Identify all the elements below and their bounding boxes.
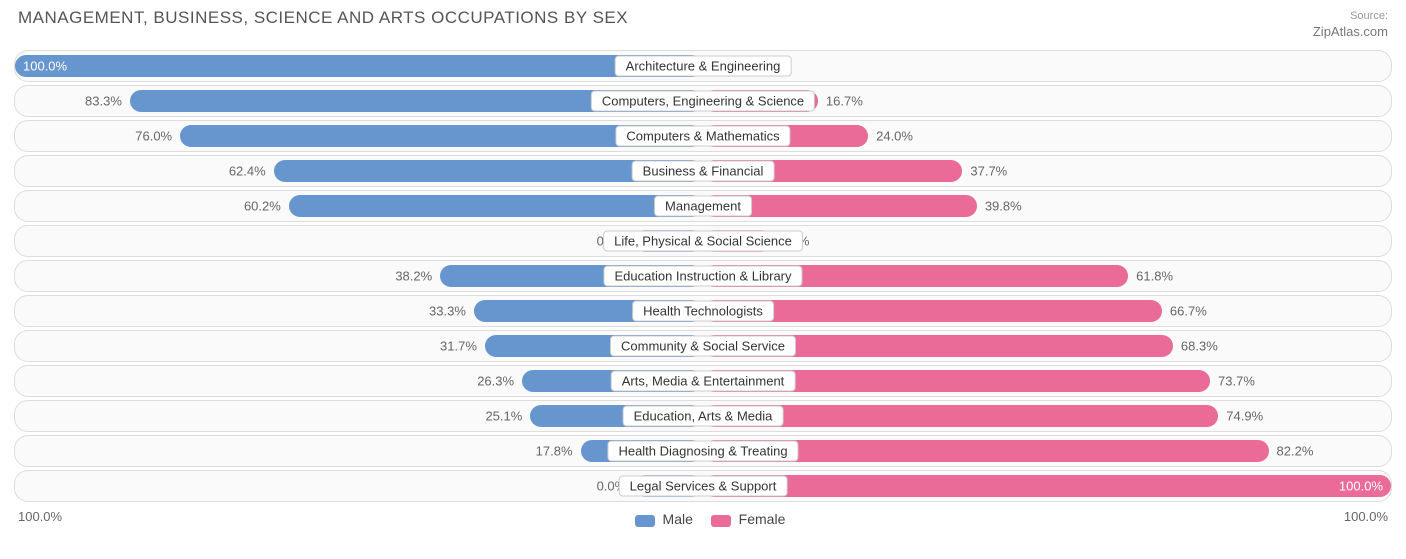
category-label: Management	[654, 196, 752, 217]
female-percent: 61.8%	[1128, 269, 1173, 284]
female-percent: 73.7%	[1210, 374, 1255, 389]
female-bar: 100.0%	[703, 475, 1391, 497]
male-percent: 17.8%	[536, 444, 581, 459]
category-label: Education Instruction & Library	[603, 266, 802, 287]
chart-row: 31.7% 68.3% Community & Social Service	[14, 330, 1392, 362]
female-percent: 68.3%	[1173, 339, 1218, 354]
category-label: Arts, Media & Entertainment	[611, 371, 796, 392]
diverging-bar-chart: 100.0%0.0%Architecture & Engineering83.3…	[0, 40, 1406, 502]
category-label: Life, Physical & Social Science	[603, 231, 803, 252]
chart-row: 100.0%0.0%Architecture & Engineering	[14, 50, 1392, 82]
chart-row: 25.1% 74.9% Education, Arts & Media	[14, 400, 1392, 432]
category-label: Computers, Engineering & Science	[591, 91, 815, 112]
category-label: Community & Social Service	[610, 336, 796, 357]
male-percent: 83.3%	[85, 94, 130, 109]
chart-title: MANAGEMENT, BUSINESS, SCIENCE AND ARTS O…	[18, 8, 628, 28]
category-label: Health Diagnosing & Treating	[607, 441, 798, 462]
legend-male-label: Male	[663, 511, 693, 527]
legend-female-label: Female	[739, 511, 786, 527]
female-percent: 24.0%	[868, 129, 913, 144]
male-percent: 31.7%	[440, 339, 485, 354]
chart-row: 33.3% 66.7% Health Technologists	[14, 295, 1392, 327]
chart-row: 17.8% 82.2% Health Diagnosing & Treating	[14, 435, 1392, 467]
male-percent: 25.1%	[485, 409, 530, 424]
male-percent: 33.3%	[429, 304, 474, 319]
category-label: Education, Arts & Media	[623, 406, 784, 427]
category-label: Computers & Mathematics	[615, 126, 790, 147]
source-name: ZipAtlas.com	[1313, 24, 1388, 39]
chart-row: 38.2% 61.8% Education Instruction & Librar…	[14, 260, 1392, 292]
category-label: Legal Services & Support	[619, 476, 788, 497]
male-percent: 60.2%	[244, 199, 289, 214]
axis-labels: 100.0% Male Female 100.0%	[0, 505, 1406, 527]
female-percent: 100.0%	[1339, 479, 1383, 494]
female-percent: 66.7%	[1162, 304, 1207, 319]
legend: Male Female	[621, 509, 786, 527]
category-label: Business & Financial	[632, 161, 775, 182]
male-swatch	[635, 515, 655, 527]
chart-row: 60.2% 39.8% Management	[14, 190, 1392, 222]
chart-row: 83.3% 16.7%Computers, Engineering & Scien…	[14, 85, 1392, 117]
male-percent: 62.4%	[229, 164, 274, 179]
axis-right-label: 100.0%	[1344, 509, 1388, 527]
category-label: Architecture & Engineering	[615, 56, 792, 77]
female-percent: 82.2%	[1269, 444, 1314, 459]
axis-left-label: 100.0%	[18, 509, 62, 527]
chart-row: 0.0%100.0%Legal Services & Support	[14, 470, 1392, 502]
source-label: Source:	[1350, 10, 1388, 22]
source-attribution: Source: ZipAtlas.com	[1313, 8, 1388, 40]
chart-row: 62.4% 37.7% Business & Financial	[14, 155, 1392, 187]
chart-row: 76.0% 24.0% Computers & Mathematics	[14, 120, 1392, 152]
female-percent: 39.8%	[977, 199, 1022, 214]
category-label: Health Technologists	[632, 301, 774, 322]
male-bar: 100.0%	[15, 55, 703, 77]
chart-row: 0.0%0.0%Life, Physical & Social Science	[14, 225, 1392, 257]
male-percent: 26.3%	[477, 374, 522, 389]
female-percent: 16.7%	[818, 94, 863, 109]
female-swatch	[711, 515, 731, 527]
female-percent: 74.9%	[1218, 409, 1263, 424]
male-percent: 38.2%	[395, 269, 440, 284]
male-bar: 60.2%	[289, 195, 703, 217]
male-percent: 100.0%	[23, 59, 67, 74]
chart-row: 26.3% 73.7% Arts, Media & Entertainment	[14, 365, 1392, 397]
male-percent: 76.0%	[135, 129, 180, 144]
female-percent: 37.7%	[962, 164, 1007, 179]
